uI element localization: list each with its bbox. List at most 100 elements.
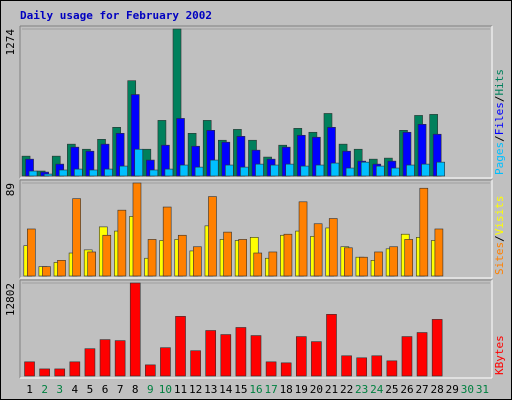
- bar: [223, 231, 232, 277]
- bar: [74, 168, 83, 177]
- x-tick-label: 19: [295, 383, 308, 396]
- x-tick-label: 31: [476, 383, 489, 396]
- bar: [406, 164, 415, 177]
- bar: [253, 252, 263, 277]
- bar: [421, 163, 430, 177]
- bar: [371, 355, 383, 377]
- bar: [102, 234, 112, 277]
- x-tick-label: 24: [370, 383, 384, 396]
- x-tick-label: 3: [56, 383, 63, 396]
- bar: [72, 198, 81, 277]
- bar: [43, 173, 53, 177]
- bar: [283, 233, 293, 277]
- bar: [328, 218, 338, 277]
- bar: [419, 187, 429, 277]
- bar: [104, 168, 113, 177]
- chart-title: Daily usage for February 2002: [20, 9, 212, 22]
- bar: [313, 223, 323, 277]
- x-tick-label: 8: [132, 383, 139, 396]
- bar: [356, 357, 367, 377]
- bar: [280, 362, 292, 377]
- bar: [149, 169, 159, 177]
- bar: [436, 161, 445, 177]
- x-tick-label: 25: [385, 383, 398, 396]
- legend: Sites/Visits: [493, 196, 506, 276]
- x-tick-label: 5: [87, 383, 94, 396]
- bar: [360, 161, 370, 177]
- x-tick-label: 4: [72, 383, 79, 396]
- bar: [265, 361, 277, 377]
- x-tick-label: 7: [117, 383, 124, 396]
- legend-entry: Files: [493, 102, 506, 135]
- x-tick-label: 29: [446, 383, 459, 396]
- bar: [208, 196, 217, 277]
- bar: [205, 330, 217, 377]
- bar: [300, 165, 310, 177]
- bar: [270, 164, 279, 177]
- x-tick-label: 28: [431, 383, 444, 396]
- bar: [132, 182, 142, 277]
- bar: [69, 361, 81, 377]
- legend-entry: Sites: [493, 242, 506, 275]
- x-tick-label: 14: [219, 383, 233, 396]
- bar: [147, 239, 157, 277]
- bar: [84, 348, 96, 377]
- x-tick-label: 13: [204, 383, 217, 396]
- bar: [359, 256, 368, 277]
- bar: [57, 260, 66, 277]
- x-tick-label: 27: [415, 383, 428, 396]
- bar: [326, 314, 337, 377]
- bar: [431, 319, 443, 377]
- x-tick-label: 15: [234, 383, 247, 396]
- bar: [434, 228, 444, 277]
- bar: [255, 163, 264, 177]
- legend-entry: Hits: [493, 69, 506, 96]
- bar: [58, 169, 68, 177]
- x-tick-label: 20: [310, 383, 323, 396]
- bar: [404, 239, 414, 277]
- bar: [391, 167, 400, 177]
- x-tick-label: 10: [159, 383, 172, 396]
- x-tick-label: 23: [355, 383, 368, 396]
- x-tick-label: 26: [400, 383, 413, 396]
- bar: [238, 239, 247, 277]
- bar: [389, 246, 398, 277]
- y-tick-label: 12802: [4, 283, 17, 316]
- bar: [162, 206, 172, 277]
- bar: [344, 247, 353, 277]
- x-tick-label: 30: [461, 383, 474, 396]
- bar: [145, 364, 156, 377]
- bar: [220, 334, 232, 377]
- x-tick-label: 18: [280, 383, 293, 396]
- bar: [134, 148, 144, 177]
- bar: [298, 201, 308, 277]
- bar: [235, 327, 247, 377]
- bar: [179, 164, 189, 177]
- bar: [39, 368, 50, 377]
- legend: Pages/Files/Hits: [493, 69, 506, 175]
- bar: [119, 165, 128, 177]
- bar: [225, 164, 234, 177]
- bar: [386, 360, 398, 377]
- bar: [160, 347, 171, 377]
- x-tick-label: 1: [26, 383, 33, 396]
- y-tick-label: 1274: [4, 29, 17, 56]
- bar: [190, 350, 201, 377]
- bar: [129, 282, 141, 377]
- bar: [193, 246, 202, 277]
- legend-entry: Visits: [493, 196, 506, 236]
- bar: [54, 368, 66, 377]
- y-tick-label: 89: [4, 183, 17, 196]
- bar: [209, 159, 219, 177]
- legend: KBytes: [493, 335, 506, 375]
- bar: [285, 163, 294, 177]
- bar: [345, 167, 355, 177]
- legend-entry: KBytes: [493, 335, 506, 375]
- bar: [315, 164, 325, 177]
- x-tick-label: 16: [249, 383, 262, 396]
- bar: [99, 339, 111, 377]
- legend-separator: /: [493, 135, 506, 142]
- x-tick-label: 17: [264, 383, 277, 396]
- bar: [295, 336, 307, 377]
- legend-entry: Pages: [493, 142, 506, 175]
